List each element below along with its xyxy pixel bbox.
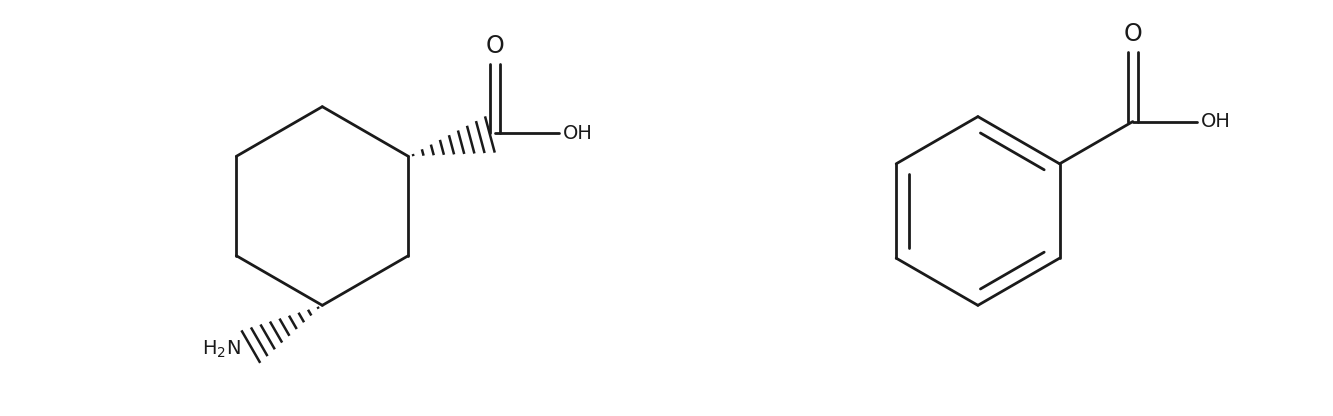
- Text: OH: OH: [564, 124, 593, 143]
- Text: H$_2$N: H$_2$N: [201, 338, 241, 360]
- Text: O: O: [485, 34, 504, 58]
- Text: O: O: [1124, 22, 1142, 46]
- Text: OH: OH: [1201, 112, 1232, 131]
